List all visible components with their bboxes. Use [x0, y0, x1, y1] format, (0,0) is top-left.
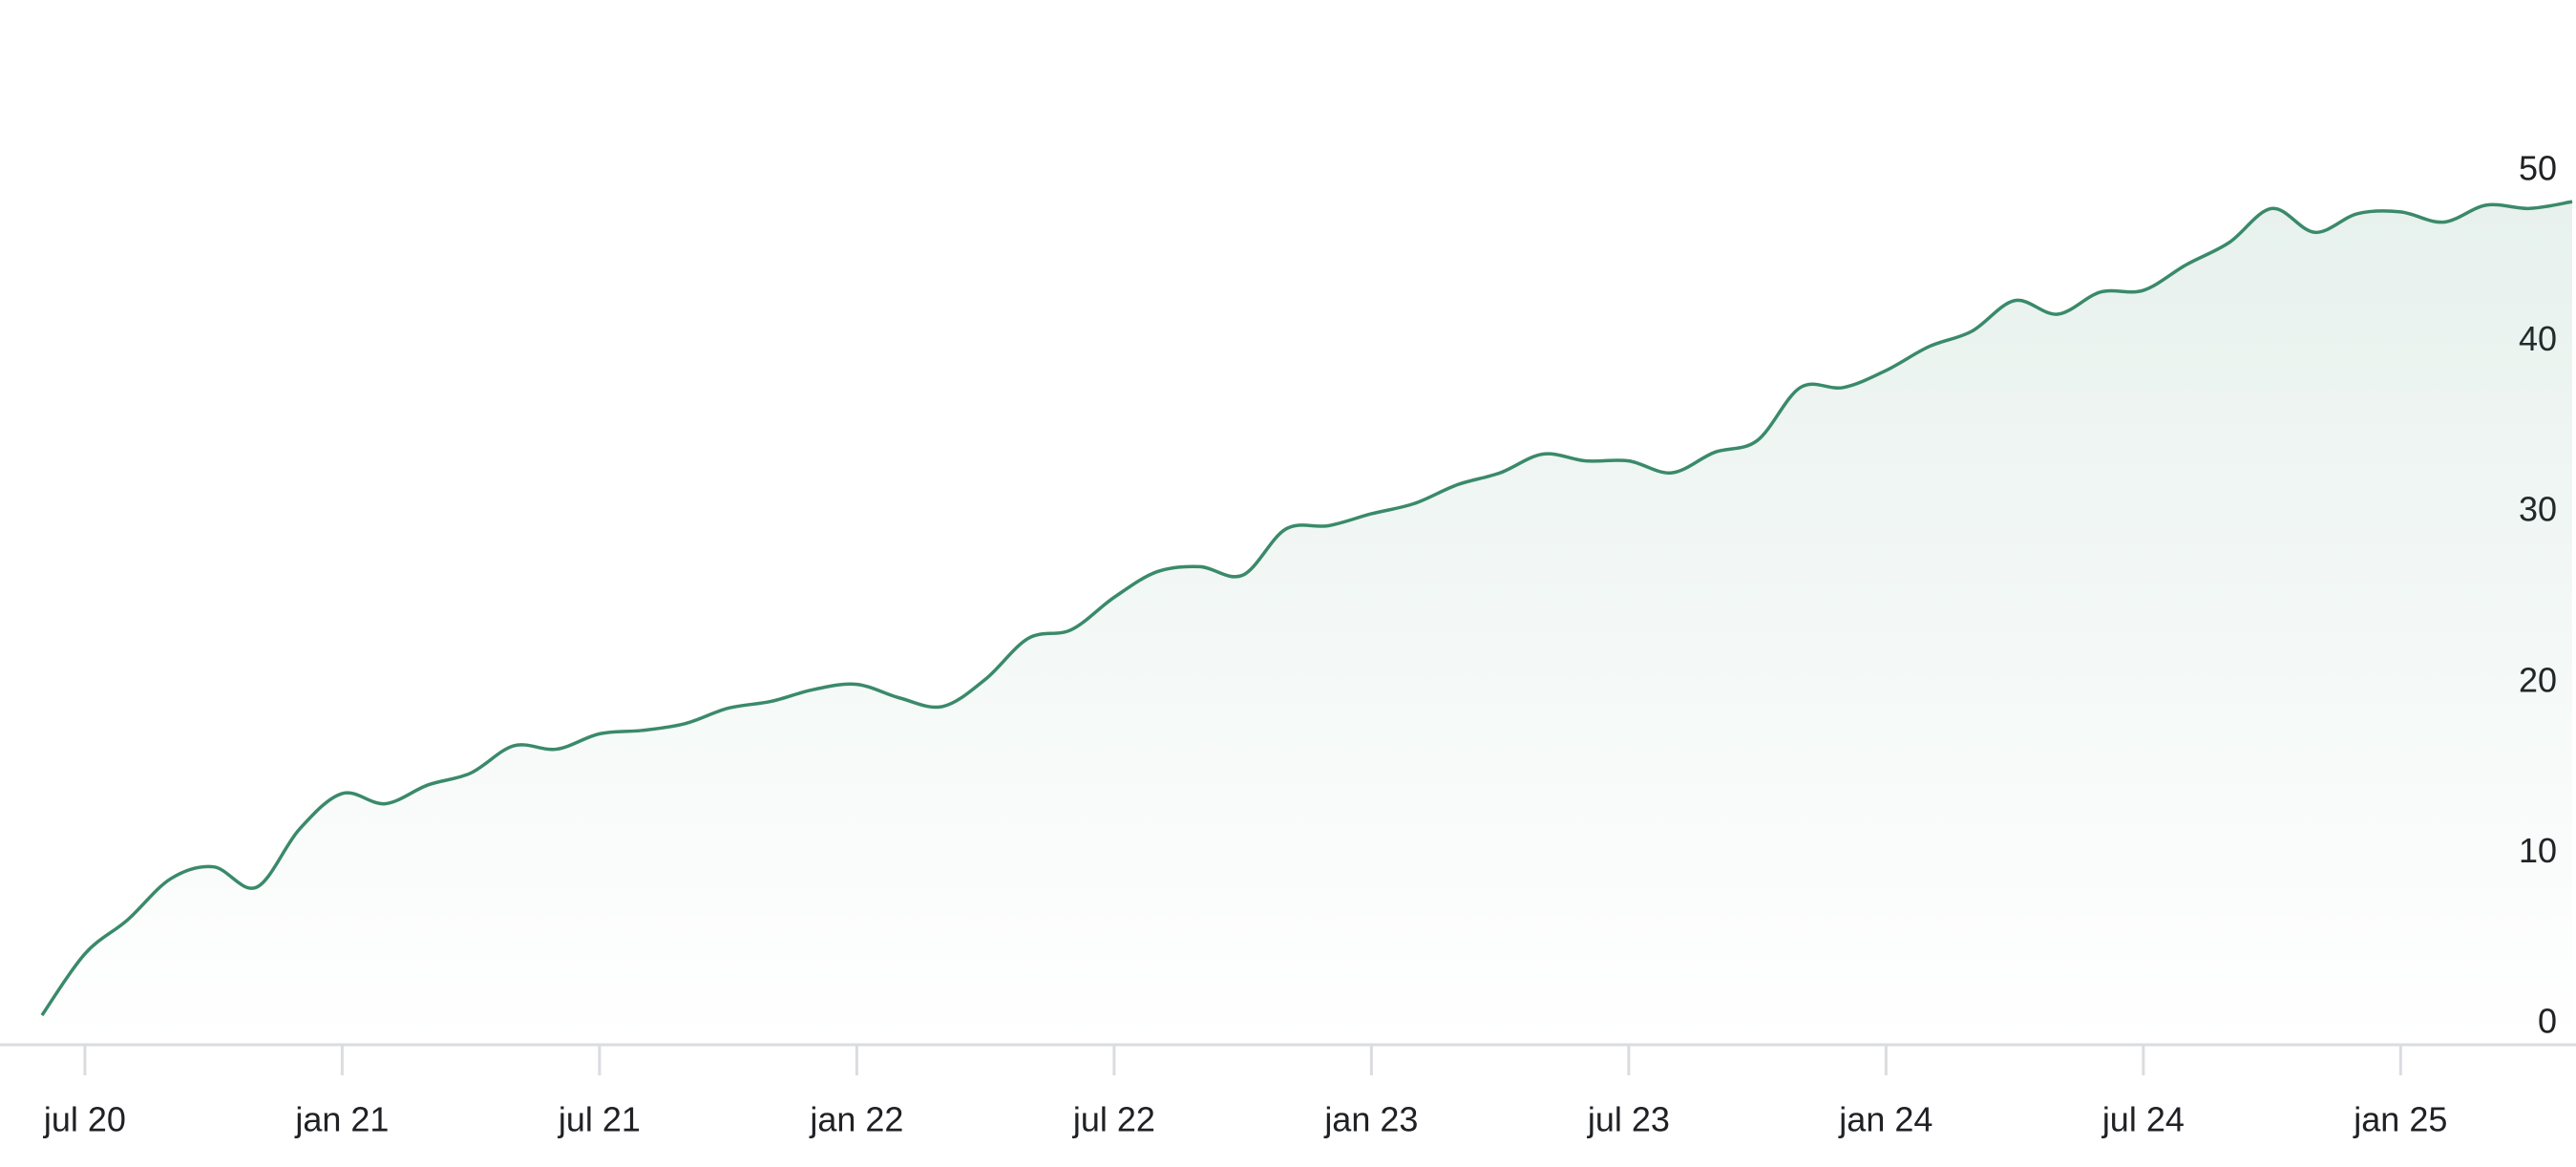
x-tick-label: jan 24 — [1838, 1100, 1932, 1139]
line — [40, 200, 2573, 1017]
x-tick-label: jan 22 — [809, 1100, 903, 1139]
x-tick-label: jan 23 — [1323, 1100, 1418, 1139]
x-tick-label: jan 25 — [2353, 1100, 2447, 1139]
y-tick-label: 50 — [2519, 149, 2557, 188]
x-tick-label: jul 23 — [1587, 1100, 1670, 1139]
x-tick-label: jul 21 — [558, 1100, 641, 1139]
x-tick-label: jan 21 — [294, 1100, 389, 1139]
x-tick-label: jul 24 — [2101, 1100, 2185, 1139]
area-fill — [42, 202, 2572, 1045]
x-tick-label: jul 22 — [1072, 1100, 1155, 1139]
x-tick-label: jul 20 — [43, 1100, 126, 1139]
